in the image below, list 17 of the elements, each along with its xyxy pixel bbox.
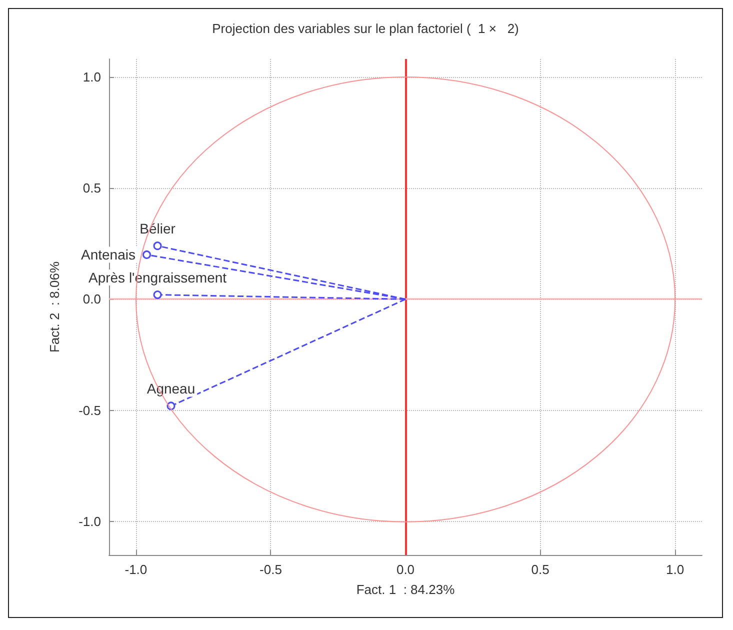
series-label: Après l'engraissement [88, 270, 227, 286]
x-axis-title: Fact. 1 : 84.23% [356, 582, 456, 597]
y-tick-label: -1.0 [78, 514, 101, 530]
y-tick-label: 1.0 [82, 69, 101, 84]
x-tick-label: -1.0 [124, 562, 148, 577]
chart-title: Projection des variables sur le plan factoriel ( 1 × 2) [212, 21, 519, 36]
x-tick-label: 1.0 [666, 562, 684, 577]
x-tick-label: -0.5 [260, 562, 282, 577]
y-tick-label: 0.5 [82, 180, 101, 196]
series-label: Antenais [81, 246, 136, 263]
x-tick-label: 0.0 [396, 562, 415, 577]
series-label: Bélier [140, 220, 176, 237]
y-tick-label: 0.0 [82, 292, 101, 307]
x-tick-label: 0.5 [531, 562, 550, 577]
y-axis-title: Fact. 2 : 8.06% [47, 261, 62, 353]
series-label: Agneau [146, 380, 196, 397]
y-tick-label: -0.5 [78, 402, 101, 418]
